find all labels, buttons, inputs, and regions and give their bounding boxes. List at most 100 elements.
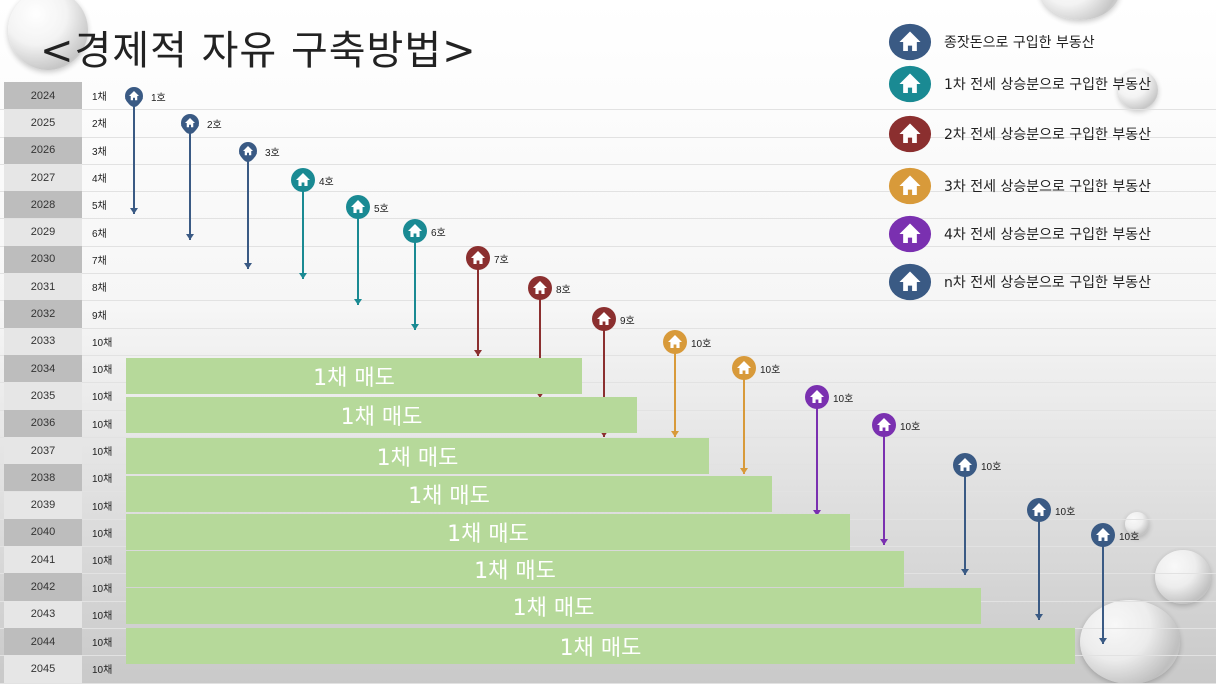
house-icon bbox=[899, 223, 921, 243]
year-label: 2038 bbox=[4, 464, 82, 492]
house-icon bbox=[888, 166, 932, 206]
house-count: 10채 bbox=[92, 419, 113, 431]
year-label: 2028 bbox=[4, 191, 82, 219]
legend-item: 2차 전세 상승분으로 구입한 부동산 bbox=[888, 112, 1208, 156]
pin-label: 10호 bbox=[760, 365, 781, 376]
year-label: 2032 bbox=[4, 300, 82, 328]
pin-label: 6호 bbox=[431, 228, 446, 239]
pin-label: 10호 bbox=[691, 339, 712, 350]
year-label: 2034 bbox=[4, 355, 82, 383]
house-count: 10채 bbox=[92, 610, 113, 622]
year-row: 2026 3채 bbox=[0, 136, 1216, 165]
house-count: 6채 bbox=[92, 228, 107, 240]
house-icon bbox=[888, 262, 932, 302]
pin-label: 10호 bbox=[833, 394, 854, 405]
house-count: 3채 bbox=[92, 146, 107, 158]
year-label: 2044 bbox=[4, 628, 82, 656]
pin-label: 9호 bbox=[620, 316, 635, 327]
pin-label: 8호 bbox=[556, 285, 571, 296]
water-drop-decoration bbox=[1125, 512, 1149, 536]
house-count: 5채 bbox=[92, 201, 107, 213]
house-count: 10채 bbox=[92, 365, 113, 377]
year-row: 2027 4채 bbox=[0, 163, 1216, 193]
year-label: 2042 bbox=[4, 573, 82, 601]
legend-label: 3차 전세 상승분으로 구입한 부동산 bbox=[944, 179, 1152, 195]
legend-item: 3차 전세 상승분으로 구입한 부동산 bbox=[888, 164, 1208, 208]
house-count: 10채 bbox=[92, 392, 113, 404]
year-row: 2034 10채 bbox=[0, 355, 1216, 384]
sell-bar: 1채 매도 bbox=[126, 551, 904, 587]
year-label: 2029 bbox=[4, 218, 82, 246]
house-count: 2채 bbox=[92, 119, 107, 131]
year-label: 2040 bbox=[4, 518, 82, 547]
house-count: 10채 bbox=[92, 638, 113, 650]
house-icon bbox=[888, 214, 932, 254]
house-icon bbox=[899, 31, 921, 51]
year-label: 2039 bbox=[4, 491, 82, 519]
house-count: 10채 bbox=[92, 665, 113, 677]
year-row: 2031 8채 bbox=[0, 273, 1216, 302]
year-label: 2037 bbox=[4, 436, 82, 465]
year-label: 2031 bbox=[4, 273, 82, 301]
year-label: 2026 bbox=[4, 136, 82, 164]
year-row: 2032 9채 bbox=[0, 300, 1216, 329]
year-row: 2030 7채 bbox=[0, 245, 1216, 275]
pin-label: 10호 bbox=[1055, 507, 1076, 518]
sell-bar: 1채 매도 bbox=[126, 476, 772, 512]
house-icon bbox=[899, 271, 921, 291]
house-count: 10채 bbox=[92, 447, 113, 459]
house-icon bbox=[888, 114, 932, 154]
year-label: 2027 bbox=[4, 163, 82, 192]
house-icon bbox=[899, 123, 921, 143]
pin-label: 10호 bbox=[900, 422, 921, 433]
year-label: 2033 bbox=[4, 327, 82, 355]
legend-label: 1차 전세 상승분으로 구입한 부동산 bbox=[944, 77, 1152, 93]
house-count: 10채 bbox=[92, 501, 113, 513]
house-count: 8채 bbox=[92, 283, 107, 295]
pin-label: 3호 bbox=[265, 148, 280, 159]
pin-label: 4호 bbox=[319, 177, 334, 188]
year-label: 2030 bbox=[4, 245, 82, 274]
house-count: 10채 bbox=[92, 337, 113, 349]
water-drop-decoration bbox=[1155, 550, 1211, 604]
year-label: 2035 bbox=[4, 382, 82, 410]
sell-bar: 1채 매도 bbox=[126, 438, 709, 474]
house-count: 9채 bbox=[92, 310, 107, 322]
pin-label: 5호 bbox=[374, 204, 389, 215]
house-count: 10채 bbox=[92, 556, 113, 568]
pin-label: 2호 bbox=[207, 120, 222, 131]
water-drop-decoration bbox=[1118, 70, 1158, 110]
house-count: 10채 bbox=[92, 528, 113, 540]
year-row: 2045 10채 bbox=[0, 655, 1216, 684]
year-row: 2036 10채 bbox=[0, 409, 1216, 438]
year-label: 2036 bbox=[4, 409, 82, 437]
house-icon bbox=[899, 175, 921, 195]
year-row: 2042 10채 bbox=[0, 573, 1216, 602]
sell-bar: 1채 매도 bbox=[126, 588, 981, 624]
water-drop-decoration bbox=[8, 0, 88, 70]
year-row: 2024 1채 bbox=[0, 82, 1216, 111]
legend-label: n차 전세 상승분으로 구입한 부동산 bbox=[944, 275, 1151, 291]
year-label: 2024 bbox=[4, 82, 82, 110]
sell-bar: 1채 매도 bbox=[126, 397, 637, 433]
pin-label: 7호 bbox=[494, 255, 509, 266]
year-row: 2029 6채 bbox=[0, 218, 1216, 247]
legend-item: n차 전세 상승분으로 구입한 부동산 bbox=[888, 260, 1208, 304]
house-icon bbox=[899, 73, 921, 93]
legend-label: 4차 전세 상승분으로 구입한 부동산 bbox=[944, 227, 1152, 243]
water-drop-decoration bbox=[1080, 600, 1180, 684]
year-label: 2045 bbox=[4, 655, 82, 683]
year-row: 2025 2채 bbox=[0, 109, 1216, 138]
water-drop-decoration bbox=[1040, 0, 1120, 20]
house-count: 10채 bbox=[92, 583, 113, 595]
year-row: 2033 10채 bbox=[0, 327, 1216, 356]
house-icon bbox=[888, 22, 932, 62]
legend-item: 1차 전세 상승분으로 구입한 부동산 bbox=[888, 62, 1208, 106]
legend-label: 종잣돈으로 구입한 부동산 bbox=[944, 35, 1095, 51]
house-count: 7채 bbox=[92, 255, 107, 267]
sell-bar: 1채 매도 bbox=[126, 358, 582, 394]
house-count: 1채 bbox=[92, 92, 107, 104]
legend-item: 종잣돈으로 구입한 부동산 bbox=[888, 20, 1208, 64]
sell-bar: 1채 매도 bbox=[126, 514, 850, 550]
house-icon bbox=[888, 64, 932, 104]
